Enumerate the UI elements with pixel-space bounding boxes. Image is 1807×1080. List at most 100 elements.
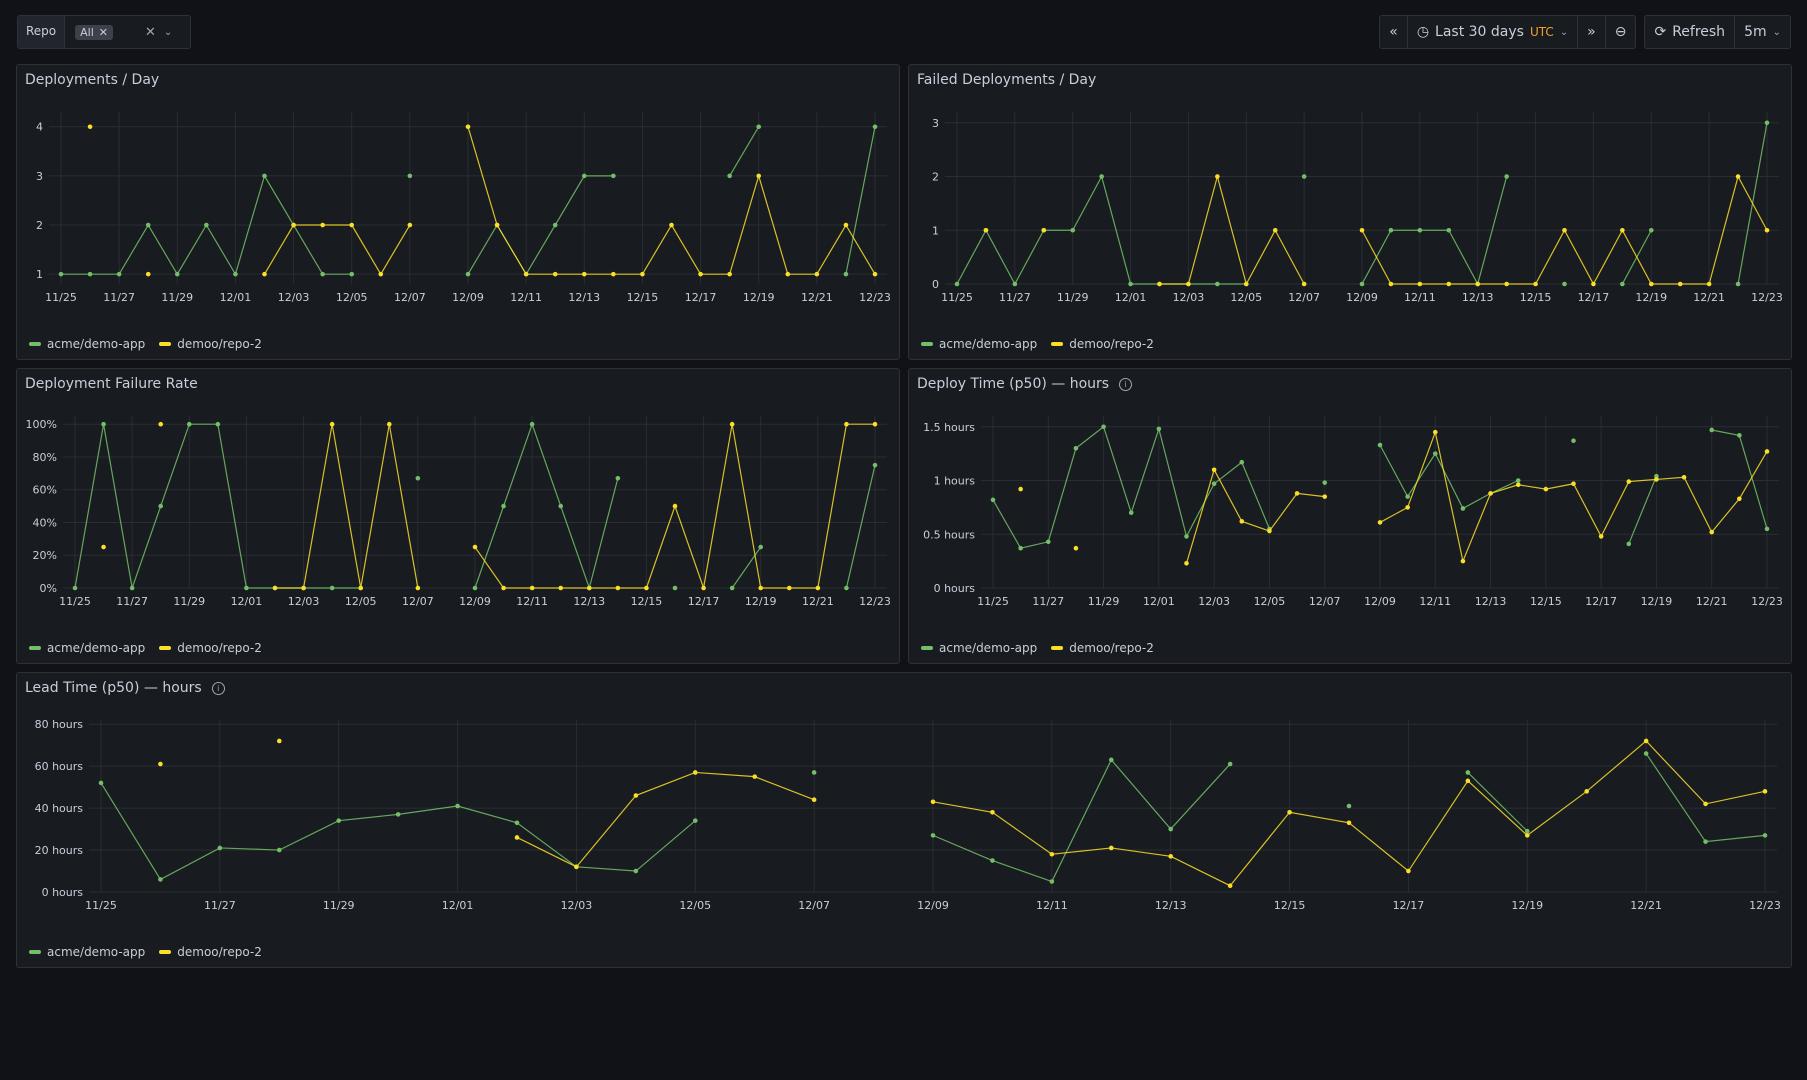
x-tick-label: 11/29 — [161, 291, 193, 304]
panel-failed-deployments-per-day[interactable]: Failed Deployments / Day 0 1 2 3 11/25 11/27 1… — [908, 64, 1792, 360]
clear-icon[interactable]: ✕ — [145, 24, 156, 40]
legend-item-demoo-repo-2[interactable]: demoo/repo-2 — [159, 641, 262, 655]
series-line-demoo-repo-2 — [932, 740, 1766, 887]
legend-item-acme-demo-app[interactable]: acme/demo-app — [29, 945, 145, 959]
data-point-demoo-repo-2 — [1488, 491, 1493, 496]
data-point-demoo-repo-2 — [1294, 491, 1300, 496]
data-point-acme-demo-app — [1620, 281, 1625, 287]
x-tick-label: 12/05 — [679, 899, 711, 912]
data-point-demoo-repo-2 — [1186, 281, 1191, 287]
x-tick-label: 12/15 — [1530, 595, 1562, 608]
data-point-acme-demo-app — [1322, 480, 1328, 485]
time-range-picker[interactable]: ◷ Last 30 days UTC ⌄ — [1408, 16, 1579, 48]
data-point-demoo-repo-2 — [1626, 479, 1632, 484]
data-point-acme-demo-app — [811, 770, 817, 775]
x-tick-label: 11/25 — [941, 291, 973, 304]
y-tick-label: 0 hours — [934, 582, 976, 595]
data-point-demoo-repo-2 — [930, 799, 936, 805]
data-point-demoo-repo-2 — [1346, 820, 1352, 826]
data-point-demoo-repo-2 — [262, 271, 267, 277]
data-point-acme-demo-app — [1049, 879, 1055, 884]
refresh-interval-picker[interactable]: 5m ⌄ — [1735, 16, 1790, 48]
panel-deployment-failure-rate[interactable]: Deployment Failure Rate 0% 20% 40% 60% 80% 10… — [16, 368, 900, 664]
x-tick-label: 12/21 — [1630, 899, 1662, 912]
selected-chip[interactable]: All ✕ — [75, 24, 113, 40]
data-point-demoo-repo-2 — [276, 738, 282, 744]
legend-item-demoo-repo-2[interactable]: demoo/repo-2 — [159, 945, 262, 959]
repo-variable-picker[interactable]: Repo All ✕ ✕ ⌄ — [17, 15, 192, 49]
legend-item-demoo-repo-2[interactable]: demoo/repo-2 — [1051, 641, 1154, 655]
data-point-demoo-repo-2 — [1108, 845, 1114, 851]
legend-item-demoo-repo-2[interactable]: demoo/repo-2 — [1051, 337, 1154, 351]
data-point-acme-demo-app — [58, 271, 64, 277]
legend-item-demoo-repo-2[interactable]: demoo/repo-2 — [159, 337, 262, 351]
picker-actions: ✕ ⌄ — [145, 25, 180, 40]
info-icon[interactable]: i — [211, 681, 225, 695]
panel-deployments-per-day[interactable]: Deployments / Day 1 2 3 4 11/25 11/27 11/29 12/… — [16, 64, 900, 360]
line-chart: 0 hours 0.5 hours 1 hours 1.5 hours 11/25 11/… — [923, 416, 1783, 608]
info-icon[interactable]: i — [1119, 377, 1133, 391]
repo-variable-value[interactable]: All ✕ ✕ ⌄ — [65, 16, 190, 48]
data-point-demoo-repo-2 — [523, 271, 529, 277]
data-point-acme-demo-app — [1377, 442, 1383, 448]
data-point-demoo-repo-2 — [1620, 227, 1625, 233]
data-point-demoo-repo-2 — [756, 173, 762, 179]
data-point-acme-demo-app — [1359, 281, 1365, 287]
data-point-demoo-repo-2 — [1562, 227, 1567, 233]
data-point-demoo-repo-2 — [815, 585, 821, 591]
data-point-demoo-repo-2 — [640, 271, 645, 277]
data-point-demoo-repo-2 — [1648, 281, 1654, 287]
refresh-button[interactable]: ⟳ Refresh — [1645, 16, 1736, 48]
x-tick-label: 12/17 — [1585, 595, 1617, 608]
data-point-acme-demo-app — [1562, 281, 1567, 287]
data-point-acme-demo-app — [395, 812, 401, 817]
data-point-acme-demo-app — [1417, 227, 1423, 233]
data-point-demoo-repo-2 — [1571, 481, 1576, 487]
x-tick-label: 12/17 — [1578, 291, 1610, 304]
legend-item-acme-demo-app[interactable]: acme/demo-app — [921, 337, 1037, 351]
data-point-demoo-repo-2 — [101, 544, 106, 550]
panel-title: Lead Time (p50) — hours i — [25, 680, 225, 696]
data-point-demoo-repo-2 — [1432, 429, 1438, 435]
series-line-demoo-repo-2 — [1379, 429, 1768, 564]
data-point-demoo-repo-2 — [1211, 467, 1217, 473]
x-tick-label: 12/07 — [1288, 291, 1320, 304]
panel-lead-time-p50[interactable]: Lead Time (p50) — hours i 0 hours 20 hours… — [16, 672, 1792, 968]
shift-back-button[interactable]: « — [1380, 16, 1408, 48]
panel-title-text: Lead Time (p50) — hours — [25, 680, 202, 696]
data-point-acme-demo-app — [217, 845, 223, 851]
data-point-acme-demo-app — [1156, 426, 1162, 432]
chevron-down-icon[interactable]: ⌄ — [163, 26, 173, 38]
data-point-demoo-repo-2 — [1764, 227, 1770, 233]
x-tick-label: 12/09 — [917, 899, 949, 912]
legend-item-acme-demo-app[interactable]: acme/demo-app — [921, 641, 1037, 655]
data-point-demoo-repo-2 — [872, 421, 878, 427]
x-tick-label: 12/15 — [627, 291, 659, 304]
legend-item-acme-demo-app[interactable]: acme/demo-app — [29, 641, 145, 655]
y-tick-label: 40% — [33, 516, 57, 529]
x-tick-label: 12/17 — [1393, 899, 1425, 912]
legend-item-acme-demo-app[interactable]: acme/demo-app — [29, 337, 145, 351]
x-tick-label: 11/29 — [173, 595, 205, 608]
remove-chip-icon[interactable]: ✕ — [98, 25, 108, 39]
data-point-acme-demo-app — [1405, 494, 1410, 499]
zoom-out-button[interactable]: ⊖ — [1606, 16, 1636, 48]
shift-forward-button[interactable]: » — [1578, 16, 1606, 48]
data-point-demoo-repo-2 — [1417, 281, 1423, 287]
x-tick-label: 12/11 — [1419, 595, 1451, 608]
data-point-demoo-repo-2 — [1475, 281, 1481, 287]
refresh-interval-label: 5m — [1744, 24, 1767, 40]
data-point-acme-demo-app — [611, 173, 616, 179]
x-tick-label: 12/13 — [573, 595, 605, 608]
data-point-acme-demo-app — [329, 585, 335, 591]
data-point-acme-demo-app — [501, 503, 506, 509]
panel-deploy-time-p50[interactable]: Deploy Time (p50) — hours i 0 hours 0.5 ho… — [908, 368, 1792, 664]
data-point-acme-demo-app — [1018, 545, 1023, 551]
y-tick-label: 80% — [33, 451, 57, 464]
y-tick-label: 1 — [36, 268, 43, 281]
data-point-demoo-repo-2 — [1703, 801, 1708, 807]
legend-label: demoo/repo-2 — [1069, 337, 1154, 351]
data-point-acme-demo-app — [930, 833, 936, 838]
data-point-acme-demo-app — [1571, 438, 1576, 444]
double-chevron-right-icon: » — [1587, 24, 1596, 40]
